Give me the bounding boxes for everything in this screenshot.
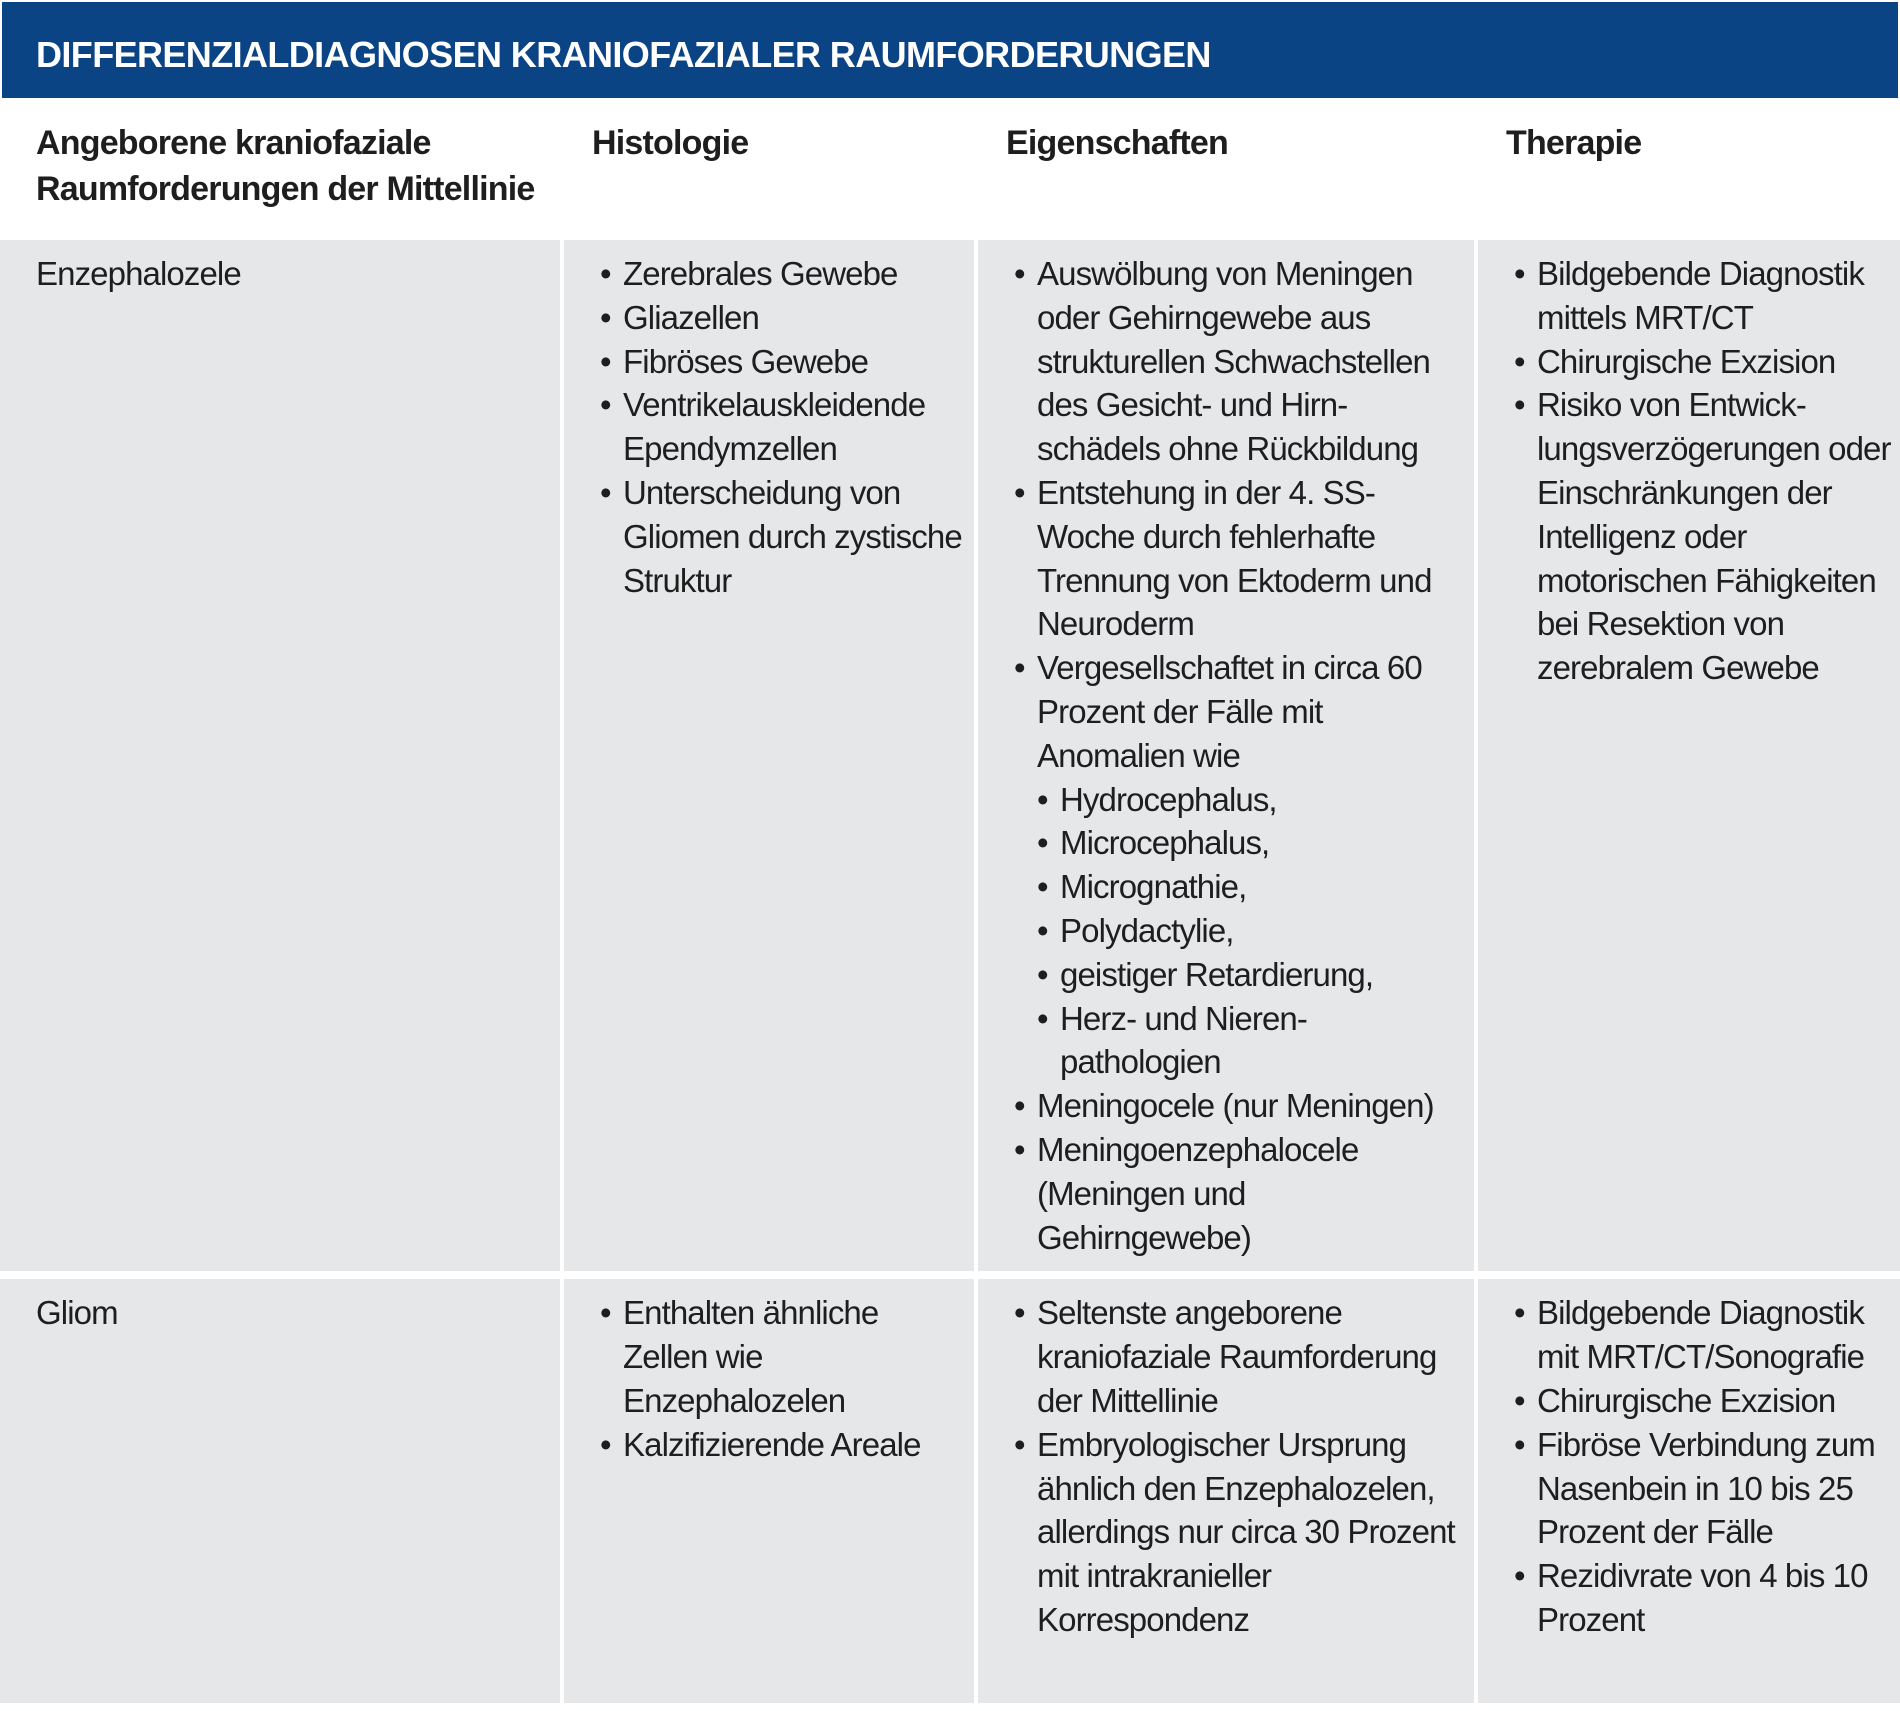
therapie-cell: Bildgebende Diagnostik mit MRT/CT/Sonogr… <box>1476 1275 1900 1711</box>
list-item: Entstehung in der 4. SS-Woche durch fehl… <box>1014 471 1466 646</box>
list-item: Meningocele (nur Meningen) <box>1014 1084 1466 1128</box>
sub-list-item: Micrognathie, <box>1037 865 1466 909</box>
list-item: Auswölbung von Meningen oder Gehirngeweb… <box>1014 252 1466 471</box>
eigenschaften-cell: Seltenste angeborene kraniofaziale Raumf… <box>976 1275 1478 1711</box>
column-header-raumforderung: Angeborene kraniofaziale Raumforderungen… <box>36 124 535 208</box>
column-header-eigenschaften: Eigenschaften <box>1006 124 1229 162</box>
title-banner: DIFFERENZIALDIAGNOSEN KRANIOFAZIALER RAU… <box>2 2 1898 98</box>
list-item: Embryologischer Ursprung ähnlich den Enz… <box>1014 1423 1466 1642</box>
sub-list-item: Polydactylie, <box>1037 909 1466 953</box>
sub-list-item: geistiger Retardierung, <box>1037 953 1466 997</box>
therapie-cell: Bildgebende Diagnostik mittels MRT/CT Ch… <box>1476 240 1900 1280</box>
list-item: Chirurgische Exzision <box>1514 340 1892 384</box>
sub-list-item: Herz- und Nieren-pathologien <box>1037 997 1466 1085</box>
row-name: Gliom <box>0 1275 564 1711</box>
list-item: Rezidivrate von 4 bis 10 Prozent <box>1514 1554 1892 1642</box>
table-row: Gliom Enthalten ähnliche Zellen wie Enze… <box>0 1275 1900 1711</box>
table-title: DIFFERENZIALDIAGNOSEN KRANIOFAZIALER RAU… <box>36 34 1211 75</box>
list-item: Bildgebende Diagnostik mit MRT/CT/Sonogr… <box>1514 1291 1892 1379</box>
list-item: Enthalten ähnliche Zellen wie Enzephaloz… <box>600 1291 966 1422</box>
list-item: Seltenste angeborene kraniofaziale Raumf… <box>1014 1291 1466 1422</box>
list-item: Chirurgische Exzision <box>1514 1379 1892 1423</box>
list-item: Bildgebende Diagnostik mittels MRT/CT <box>1514 252 1892 340</box>
table-row: Enzephalozele Zerebrales Gewebe Gliazell… <box>0 240 1900 1280</box>
list-item: Fibröse Verbindung zum Nasenbein in 10 b… <box>1514 1423 1892 1554</box>
list-item: Zerebrales Gewebe <box>600 252 966 296</box>
list-item: Ventrikelauskleidende Ependymzellen <box>600 383 966 471</box>
list-item: Risiko von Entwick-lungsverzögerungen od… <box>1514 383 1892 690</box>
list-item: Gliazellen <box>600 296 966 340</box>
list-item: Unterscheidung von Gliomen durch zystisc… <box>600 471 966 602</box>
list-item: Meningoenzephalocele (Meningen und Gehir… <box>1014 1128 1466 1259</box>
column-header-histologie: Histologie <box>592 124 749 162</box>
sub-list-item: Hydrocephalus, <box>1037 778 1466 822</box>
list-item: Vergesellschaftet in circa 60 Prozent de… <box>1014 646 1466 1084</box>
histologie-cell: Zerebrales Gewebe Gliazellen Fibröses Ge… <box>562 240 978 1280</box>
list-item-text: Vergesellschaftet in circa 60 Prozent de… <box>1037 649 1423 774</box>
row-name: Enzephalozele <box>0 240 564 1280</box>
header-row: Angeborene kraniofaziale Raumforderungen… <box>0 100 1900 240</box>
column-header-therapie: Therapie <box>1506 124 1642 162</box>
diagnosis-table: Angeborene kraniofaziale Raumforderungen… <box>0 100 1900 1711</box>
list-item: Fibröses Gewebe <box>600 340 966 384</box>
histologie-cell: Enthalten ähnliche Zellen wie Enzephaloz… <box>562 1275 978 1711</box>
anomalien-list: Hydrocephalus, Microcephalus, Micrognath… <box>1037 778 1466 1085</box>
list-item: Kalzifizierende Areale <box>600 1423 966 1467</box>
sub-list-item: Microcephalus, <box>1037 821 1466 865</box>
eigenschaften-cell: Auswölbung von Meningen oder Gehirngeweb… <box>976 240 1478 1280</box>
